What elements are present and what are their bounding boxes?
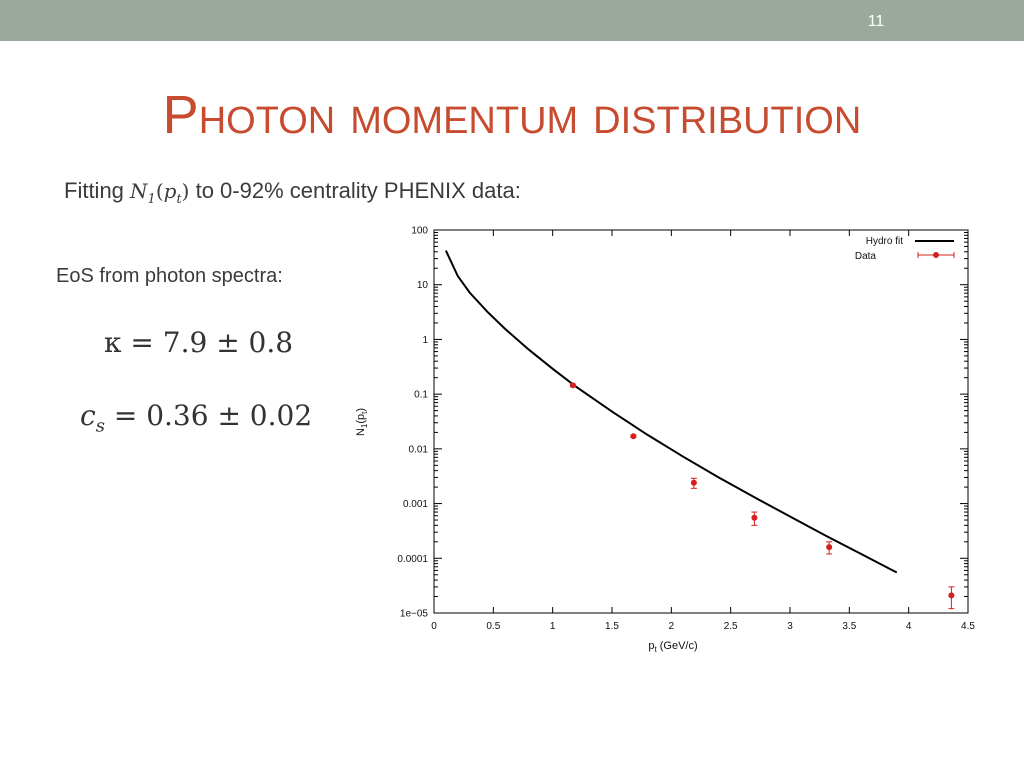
hydro-fit-line	[444, 250, 898, 574]
y-tick-label: 1e−05	[400, 609, 429, 620]
cs-equation: cs = 0.36 ± 0.02	[80, 399, 312, 437]
fit-text-before: Fitting	[64, 178, 131, 203]
legend-swatch-data-dot	[933, 252, 939, 258]
data-point	[630, 433, 637, 440]
photon-spectrum-chart: 0 0.5 1 1.5 2 2.5 3 3.5 4 4.5 100 10 1 0.1 0.01 0.001 0…	[355, 226, 975, 655]
x-tick-label: 1	[550, 621, 556, 632]
math-p: p	[163, 179, 177, 203]
y-axis-label: N1(pt)	[355, 408, 369, 436]
slide-title: Photon momentum distribution	[162, 85, 862, 145]
y-tick-label: 1	[422, 335, 428, 346]
y-tick-label: 0.001	[403, 499, 428, 510]
cs-value: = 0.36 ± 0.02	[104, 399, 313, 432]
data-point	[948, 592, 955, 599]
fit-text-after: to 0-92% centrality PHENIX data:	[189, 178, 521, 203]
legend: Hydro fit Data	[855, 236, 955, 262]
x-tick-label: 4.5	[961, 621, 975, 632]
slide-number: 11	[867, 13, 885, 30]
x-tick-label: 3	[787, 621, 793, 632]
y-tick-label: 0.01	[409, 444, 429, 455]
cs-sub: s	[95, 415, 105, 437]
math-p-sub: t	[176, 192, 182, 207]
x-tick-label: 4	[906, 621, 912, 632]
x-axis-label: pt (GeV/c)	[648, 640, 697, 654]
top-bar: 11	[0, 0, 1024, 41]
data-point	[569, 382, 576, 389]
series-layer	[444, 250, 955, 610]
x-tick-label: 0	[431, 621, 437, 632]
y-tick-label: 0.1	[414, 390, 428, 401]
data-point	[690, 479, 697, 486]
y-ticks: 100 10 1 0.1 0.01 0.001 0.0001 1e−05	[397, 226, 968, 620]
data-point	[751, 514, 758, 521]
fit-math: N1(pt)	[130, 179, 190, 207]
x-tick-label: 2.5	[724, 621, 738, 632]
data-point	[826, 544, 833, 551]
kappa-equation: κ = 7.9 ± 0.8	[104, 326, 294, 359]
fit-description: Fitting N1(pt) to 0-92% centrality PHENI…	[64, 178, 521, 207]
x-tick-label: 3.5	[842, 621, 856, 632]
math-N: N	[130, 179, 148, 203]
x-tick-label: 1.5	[605, 621, 619, 632]
y-tick-label: 100	[411, 226, 428, 237]
plot-frame	[433, 229, 969, 614]
eos-label: EoS from photon spectra:	[56, 265, 283, 287]
x-tick-label: 0.5	[486, 621, 500, 632]
math-N-sub: 1	[147, 192, 156, 207]
y-tick-label: 10	[417, 280, 429, 291]
x-tick-label: 2	[669, 621, 675, 632]
legend-label-data: Data	[855, 251, 877, 262]
y-tick-label: 0.0001	[397, 554, 428, 565]
legend-label-hydro-fit: Hydro fit	[866, 236, 903, 247]
cs-symbol: c	[80, 399, 96, 432]
